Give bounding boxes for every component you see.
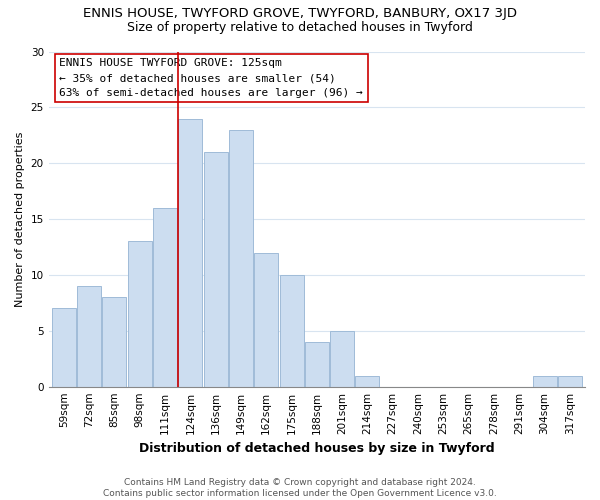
Bar (52, 308, 76, 386)
X-axis label: Distribution of detached houses by size in Twyford: Distribution of detached houses by size … (139, 442, 494, 455)
Bar (153, 208, 177, 386)
Text: Contains HM Land Registry data © Crown copyright and database right 2024.
Contai: Contains HM Land Registry data © Crown c… (103, 478, 497, 498)
Text: Size of property relative to detached houses in Twyford: Size of property relative to detached ho… (127, 21, 473, 34)
Bar (254, 252, 278, 386)
Bar (128, 242, 152, 386)
Bar (305, 342, 329, 386)
Bar (533, 376, 557, 386)
Bar (77, 286, 101, 386)
Bar (280, 275, 304, 386)
Bar (178, 118, 202, 386)
Bar (103, 298, 127, 386)
Text: ENNIS HOUSE, TWYFORD GROVE, TWYFORD, BANBURY, OX17 3JD: ENNIS HOUSE, TWYFORD GROVE, TWYFORD, BAN… (83, 8, 517, 20)
Bar (229, 130, 253, 386)
Y-axis label: Number of detached properties: Number of detached properties (15, 132, 25, 307)
Bar (203, 152, 227, 386)
Bar (330, 331, 354, 386)
Bar (355, 376, 379, 386)
Bar (558, 376, 582, 386)
Text: ENNIS HOUSE TWYFORD GROVE: 125sqm
← 35% of detached houses are smaller (54)
63% : ENNIS HOUSE TWYFORD GROVE: 125sqm ← 35% … (59, 58, 363, 98)
